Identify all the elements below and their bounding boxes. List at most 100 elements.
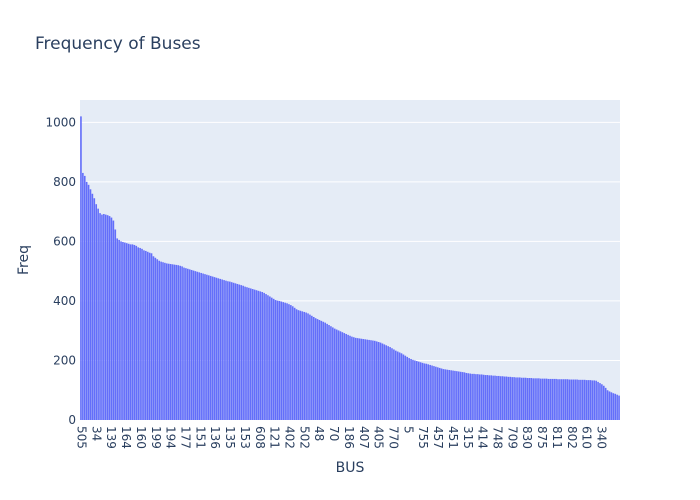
bar: [303, 311, 306, 420]
bar: [299, 310, 302, 420]
bar: [291, 306, 294, 420]
bar: [488, 375, 491, 420]
bar: [454, 370, 456, 420]
bar: [580, 379, 582, 420]
bar: [316, 319, 319, 420]
bar: [120, 241, 122, 420]
bar: [524, 377, 527, 420]
bar: [118, 239, 120, 420]
x-tick-label: 135: [223, 426, 237, 449]
bar: [158, 260, 160, 420]
bar: [526, 378, 529, 420]
bar: [498, 375, 500, 420]
x-tick-label: 340: [595, 426, 609, 449]
bar: [166, 263, 168, 420]
bar: [263, 292, 265, 420]
bar: [394, 350, 397, 420]
x-tick-label: 139: [104, 426, 118, 449]
x-tick-label: 164: [119, 426, 133, 449]
bar: [104, 214, 107, 420]
bar: [122, 241, 124, 420]
bar: [387, 346, 389, 420]
bar: [435, 366, 437, 420]
bar: [425, 363, 428, 420]
bar: [110, 217, 113, 420]
bar: [419, 362, 422, 420]
bar: [194, 271, 197, 420]
bar: [595, 380, 597, 420]
bar: [251, 289, 254, 420]
bar: [414, 360, 416, 420]
bar: [511, 377, 513, 420]
bar: [431, 365, 433, 420]
bar: [599, 383, 601, 420]
bar: [463, 372, 466, 420]
bar: [156, 259, 159, 420]
bar: [438, 367, 441, 420]
bar: [410, 358, 412, 420]
bars: [80, 116, 620, 420]
bar: [82, 172, 84, 420]
bar: [240, 285, 243, 420]
bar: [106, 215, 109, 420]
bar: [293, 307, 296, 420]
bar: [398, 352, 401, 420]
bar: [215, 277, 218, 420]
bar: [581, 379, 584, 420]
bar: [473, 373, 475, 420]
bar: [601, 384, 603, 420]
bar: [408, 358, 410, 420]
bar: [253, 289, 256, 420]
bar: [471, 373, 473, 420]
y-tick-labels: 0 200 400 600 800 1000: [45, 115, 76, 427]
y-tick-label: 600: [53, 234, 76, 248]
bar: [610, 392, 613, 420]
bar: [415, 361, 418, 420]
bar: [572, 379, 575, 420]
bar: [131, 244, 134, 420]
bar: [362, 339, 365, 420]
bar: [570, 379, 573, 420]
bar: [442, 369, 445, 420]
bar: [509, 376, 512, 420]
bar: [591, 380, 594, 420]
bar: [503, 376, 506, 420]
bar: [490, 375, 493, 420]
bar: [150, 253, 153, 420]
bar: [333, 328, 336, 420]
bar: [412, 359, 414, 420]
bar: [366, 339, 368, 420]
bar: [198, 272, 201, 420]
y-axis-title: Freq: [16, 245, 32, 275]
bar: [459, 371, 462, 420]
bar: [143, 250, 145, 420]
bar: [356, 338, 359, 420]
x-tick-labels: 505 34 139 164 160 199 194 177 151 136 135 153 608 12…: [75, 426, 609, 449]
bar: [244, 286, 246, 420]
bar: [475, 374, 477, 420]
bar: [480, 374, 483, 420]
bar: [444, 369, 447, 420]
bar: [309, 314, 311, 420]
bar: [112, 220, 115, 420]
bar: [114, 229, 117, 420]
bar: [175, 264, 178, 420]
bar: [286, 303, 288, 420]
bar: [314, 318, 317, 420]
bar: [108, 216, 111, 420]
bar: [578, 379, 580, 420]
bar: [261, 292, 264, 420]
y-tick-label: 1000: [45, 115, 76, 129]
bar: [349, 335, 351, 420]
bar: [270, 297, 273, 420]
bar: [324, 322, 326, 420]
bar: [545, 378, 548, 420]
bar: [190, 269, 193, 420]
y-tick-label: 400: [53, 294, 76, 308]
y-tick-label: 800: [53, 175, 76, 189]
bar: [87, 184, 90, 420]
bar: [152, 256, 155, 420]
bar: [228, 281, 231, 420]
bar: [353, 337, 355, 420]
x-tick-label: 177: [179, 426, 193, 449]
